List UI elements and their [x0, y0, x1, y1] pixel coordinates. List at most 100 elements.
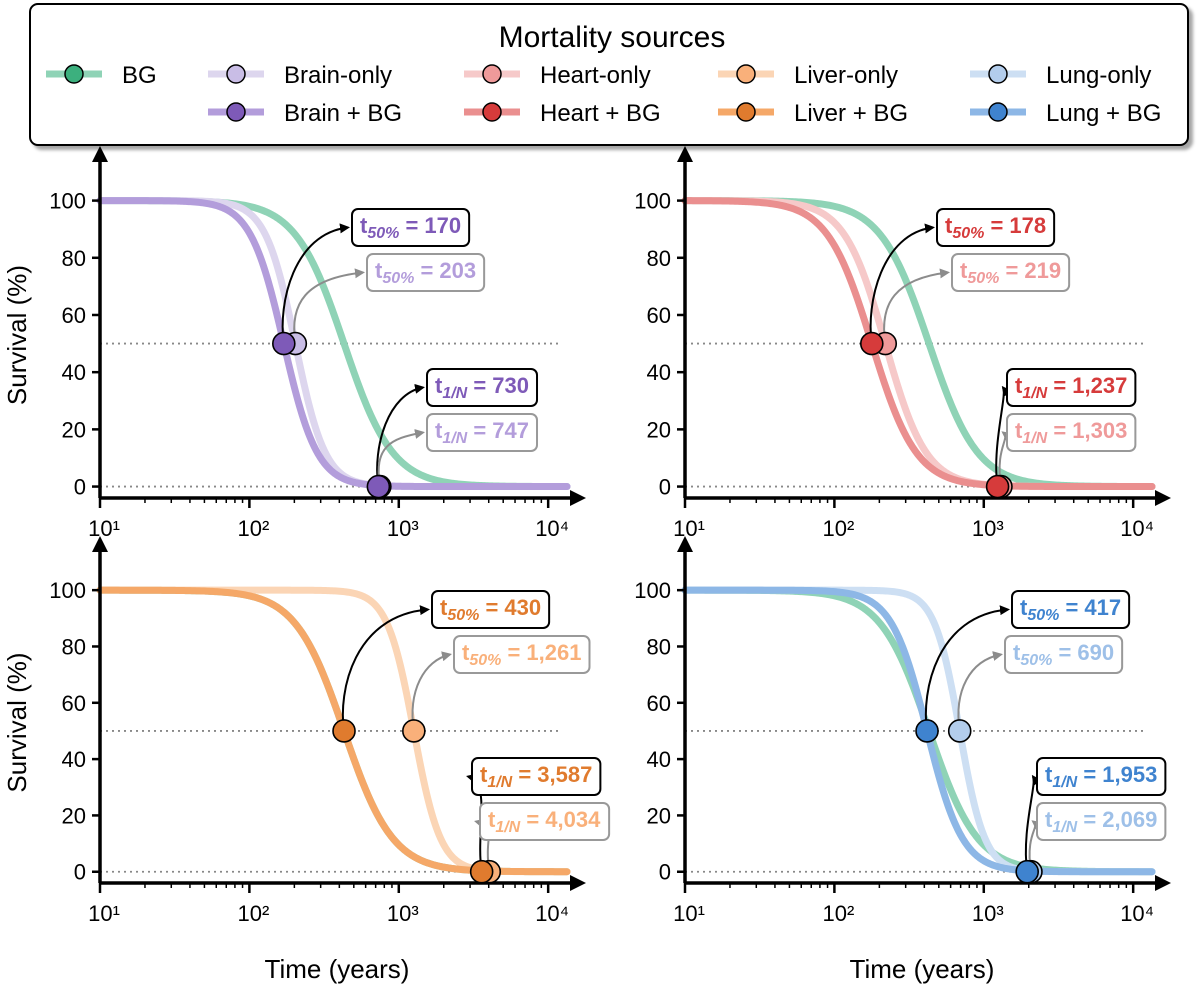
annotation-50-219: t50% = 219 — [883, 253, 1071, 344]
chart-panels: 0 20 40 60 80 100 10¹ 10² 10³ 10⁴ Survival (%) t50%… — [2, 146, 1171, 984]
annotation-label: t1/N = 1,303 — [1015, 418, 1127, 447]
legend-entry-lung-only: Lung-only — [970, 62, 1151, 89]
annotation-arrow — [341, 605, 430, 732]
x-tick-label: 10¹ — [673, 901, 705, 926]
x-tick-label: 10⁴ — [1120, 901, 1154, 926]
x-tick-label: 10² — [237, 901, 269, 926]
annotation-arrow — [411, 651, 452, 732]
annotation-label: t1/N = 2,069 — [1045, 807, 1157, 836]
annotation-label: t50% = 430 — [440, 595, 541, 624]
annotation-box — [351, 208, 471, 247]
x-tick-label: 10¹ — [673, 516, 705, 541]
annotation-50-178: t50% = 178 — [869, 208, 1056, 344]
annotation-box — [1011, 590, 1131, 629]
annotation-label: t50% = 417 — [1020, 595, 1121, 624]
annotation-box — [1036, 757, 1167, 796]
legend-marker-lung-bg — [988, 102, 1008, 122]
legend-label-lung-bg: Lung + BG — [1046, 100, 1161, 127]
annotation-label: t1/N = 1,953 — [1045, 762, 1157, 791]
annotation-1-n-1-237: t1/N = 1,237 — [995, 368, 1137, 487]
legend-label-liver-bg: Liver + BG — [794, 100, 908, 127]
legend-label-bg: BG — [122, 62, 157, 89]
annotation-label: t50% = 219 — [960, 258, 1061, 287]
y-tick-label: 60 — [647, 303, 671, 328]
annotation-1-n-1-953: t1/N = 1,953 — [1024, 757, 1167, 872]
legend-entry-lung-bg: Lung + BG — [970, 100, 1161, 127]
legend-marker-brain-only — [226, 64, 246, 84]
legend-label-lung-only: Lung-only — [1046, 62, 1151, 89]
annotation-1-n-1-303: t1/N = 1,303 — [998, 413, 1137, 487]
annotation-label: t1/N = 1,237 — [1015, 373, 1127, 402]
annotation-label: t1/N = 747 — [435, 418, 529, 447]
annotation-box — [936, 208, 1056, 247]
annotation-arrow — [924, 605, 1010, 732]
legend-label-liver-only: Liver-only — [794, 62, 898, 89]
annotation-box — [431, 590, 551, 629]
y-tick-label: 100 — [634, 189, 671, 214]
x-tick-label: 10⁴ — [1120, 516, 1154, 541]
chart-panel-4: 0 20 40 60 80 100 10¹ 10² 10³ 10⁴ Time (years) t50%… — [634, 536, 1171, 984]
chart-panel-2: 0 20 40 60 80 100 10¹ 10² 10³ 10⁴ t50% = 178 t50% =… — [634, 146, 1171, 541]
annotation-50-170: t50% = 170 — [281, 208, 471, 344]
annotation-box — [479, 802, 611, 841]
annotation-label: t1/N = 4,034 — [488, 807, 601, 836]
annotation-label: t1/N = 3,587 — [480, 762, 592, 791]
legend-marker-heart-bg — [482, 102, 502, 122]
annotation-marker — [915, 719, 939, 743]
legend-entry-brain-bg: Brain + BG — [208, 100, 402, 127]
legend-marker-lung-only — [988, 64, 1008, 84]
annotation-50-430: t50% = 430 — [341, 590, 551, 732]
y-tick-label: 40 — [647, 360, 671, 385]
legend-entry-brain-only: Brain-only — [208, 62, 392, 89]
annotation-marker — [366, 474, 391, 499]
y-tick-label: 80 — [62, 634, 86, 659]
y-tick-label: 100 — [634, 578, 671, 603]
y-tick-label: 40 — [62, 360, 86, 385]
x-tick-label: 10¹ — [88, 901, 120, 926]
legend-marker-bg — [64, 64, 84, 84]
y-axis-label: Survival (%) — [2, 265, 32, 405]
legend-box — [29, 3, 1189, 146]
annotation-box — [366, 253, 486, 292]
legend-marker-liver-only — [736, 64, 756, 84]
y-tick-label: 60 — [647, 691, 671, 716]
annotation-arrow — [883, 268, 950, 344]
annotation-50-690: t50% = 690 — [957, 635, 1124, 732]
annotation-label: t50% = 1,261 — [462, 640, 582, 669]
y-tick-label: 20 — [62, 803, 86, 828]
legend-title: Mortality sources — [499, 21, 726, 54]
annotation-50-1-261: t50% = 1,261 — [411, 635, 591, 732]
annotation-1-n-3-587: t1/N = 3,587 — [466, 757, 602, 872]
legend-label-brain-only: Brain-only — [284, 62, 392, 89]
legend-entry-liver-only: Liver-only — [718, 62, 898, 89]
annotation-marker — [402, 719, 426, 743]
legend-marker-liver-bg — [736, 102, 756, 122]
legend-label-brain-bg: Brain + BG — [284, 100, 402, 127]
legend-entry-heart-bg: Heart + BG — [464, 100, 661, 127]
y-axis-label: Survival (%) — [2, 652, 32, 792]
annotation-marker — [1015, 859, 1040, 884]
y-tick-label: 0 — [74, 475, 86, 500]
annotation-marker — [469, 859, 494, 884]
annotation-50-417: t50% = 417 — [924, 590, 1131, 732]
y-tick-label: 40 — [62, 747, 86, 772]
annotation-box — [426, 413, 539, 452]
x-axis-label: Time (years) — [265, 954, 410, 984]
chart-panel-1: 0 20 40 60 80 100 10¹ 10² 10³ 10⁴ Survival (%) t50%… — [2, 146, 586, 541]
annotation-box — [1006, 413, 1137, 452]
annotation-1-n-2-069: t1/N = 2,069 — [1028, 802, 1167, 872]
x-axis-label: Time (years) — [850, 954, 995, 984]
y-tick-label: 0 — [659, 860, 671, 885]
annotation-arrow — [293, 268, 365, 344]
y-tick-label: 0 — [74, 860, 86, 885]
x-tick-label: 10³ — [387, 901, 419, 926]
annotation-box — [1036, 802, 1167, 841]
annotation-box — [471, 757, 602, 796]
annotation-label: t50% = 203 — [375, 258, 476, 287]
annotation-box — [426, 368, 539, 407]
annotation-arrow — [376, 383, 425, 487]
x-tick-label: 10² — [822, 516, 854, 541]
annotation-arrow — [957, 651, 1003, 732]
y-tick-label: 80 — [647, 634, 671, 659]
y-tick-label: 60 — [62, 691, 86, 716]
